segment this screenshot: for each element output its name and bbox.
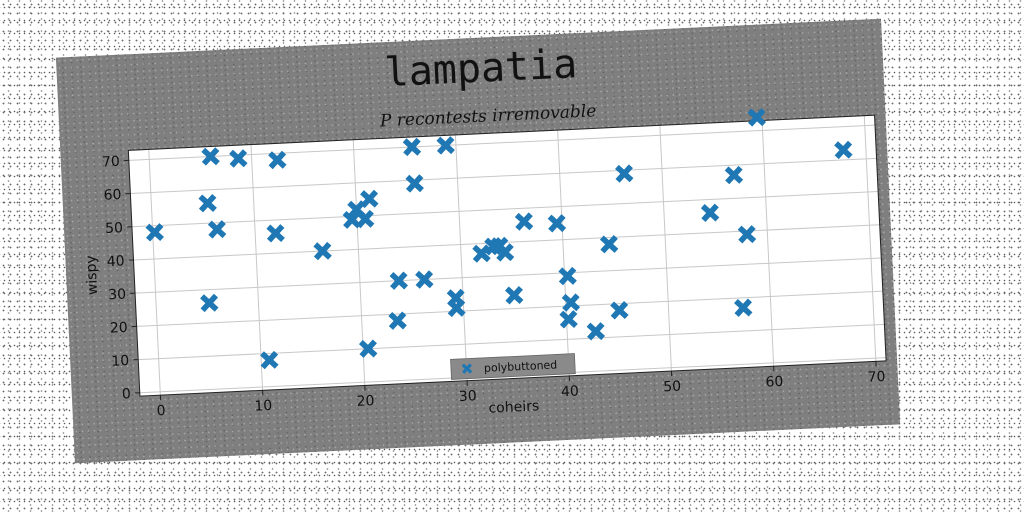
scatter-point: [514, 212, 534, 231]
scatter-point: [405, 174, 424, 193]
x-grid-line: [148, 149, 161, 396]
scatter-point: [615, 164, 634, 183]
y-axis-label: wispy: [83, 255, 101, 296]
x-grid-line: [250, 144, 264, 391]
scatter-point: [747, 108, 767, 127]
x-grid-line: [659, 125, 672, 372]
scatter-point: [559, 310, 578, 329]
y-grid-line: [136, 290, 883, 327]
scatter-point: [389, 271, 408, 290]
x-axis-label: coheirs: [488, 398, 539, 416]
axis-ticks: 0 10 20 30 40 50 60 70 0 10 20 30 40 50 60 70: [102, 154, 886, 420]
x-grid-line: [863, 115, 877, 362]
scatter-point: [724, 165, 744, 185]
scatter-point: [342, 210, 362, 229]
y-tick-label: 10: [111, 353, 130, 370]
scatter-point: [207, 220, 227, 239]
scatter-point: [313, 241, 332, 261]
scatter-point: [415, 270, 434, 289]
scatter-point: [505, 286, 524, 305]
x-tick-label: 0: [156, 403, 166, 419]
legend-box: [450, 353, 576, 380]
legend-marker-glyph: [461, 363, 473, 374]
scatter-point: [495, 243, 515, 262]
y-grid-line: [130, 157, 877, 195]
scatter-point: [198, 193, 217, 213]
scatter-point: [402, 137, 422, 157]
x-tick-label: 60: [765, 374, 784, 391]
legend-label: polybuttoned: [484, 358, 558, 374]
scatter-point: [447, 298, 466, 318]
legend-marker: [461, 363, 473, 374]
x-tick-label: 40: [561, 383, 580, 400]
scatter-point: [599, 234, 619, 254]
scatter-point: [558, 266, 577, 286]
y-grid-line: [131, 191, 879, 228]
scatter-point: [737, 225, 757, 244]
y-tick-label: 0: [122, 386, 132, 402]
scatter-point: [388, 311, 407, 330]
scatter-point: [700, 203, 720, 222]
scatter-chart: lampatia P recontests irremovable 0 10 20 3…: [83, 41, 887, 420]
chart-title: lampatia: [384, 41, 579, 96]
scatter-point: [201, 147, 220, 166]
chart-subtitle: P recontests irremovable: [379, 101, 597, 131]
y-grid-line: [128, 124, 876, 161]
scatter-point: [200, 293, 219, 313]
scatter-point: [229, 149, 248, 168]
chart-figure: lampatia P recontests irremovable 0 10 20 3…: [55, 18, 901, 464]
y-tick-label: 40: [106, 253, 125, 270]
x-tick-label: 70: [867, 369, 886, 386]
scatter-point: [586, 322, 606, 341]
y-grid-line: [135, 257, 882, 294]
scatter-point: [436, 136, 455, 155]
x-tick-label: 10: [254, 398, 273, 415]
x-grid-line: [557, 130, 570, 376]
y-tick-label: 20: [110, 320, 129, 337]
y-tick-label: 50: [105, 220, 124, 237]
x-tick-label: 30: [458, 388, 477, 405]
y-tick-label: 70: [102, 154, 121, 171]
scatter-point: [358, 339, 378, 358]
x-grid-line: [761, 120, 775, 367]
scatter-point: [260, 350, 279, 370]
scatter-point: [360, 189, 379, 209]
scatter-point: [266, 224, 285, 243]
legend: polybuttoned: [450, 353, 576, 380]
scatter-point: [610, 301, 629, 320]
plot-frame: [127, 114, 887, 397]
scatter-point: [547, 214, 567, 233]
x-tick-label: 20: [356, 393, 375, 410]
y-tick-label: 60: [103, 187, 122, 204]
scatter-point: [834, 140, 853, 160]
scatter-point: [145, 223, 164, 242]
scatter-point: [355, 209, 375, 229]
x-grid-line: [454, 134, 468, 381]
scatter-point: [561, 293, 581, 312]
scatter-point: [734, 298, 753, 317]
scatter-point: [472, 244, 491, 263]
scatter-marks: [145, 108, 853, 370]
x-tick-label: 50: [663, 379, 682, 396]
scatter-point: [268, 150, 287, 170]
y-tick-label: 30: [108, 287, 127, 304]
